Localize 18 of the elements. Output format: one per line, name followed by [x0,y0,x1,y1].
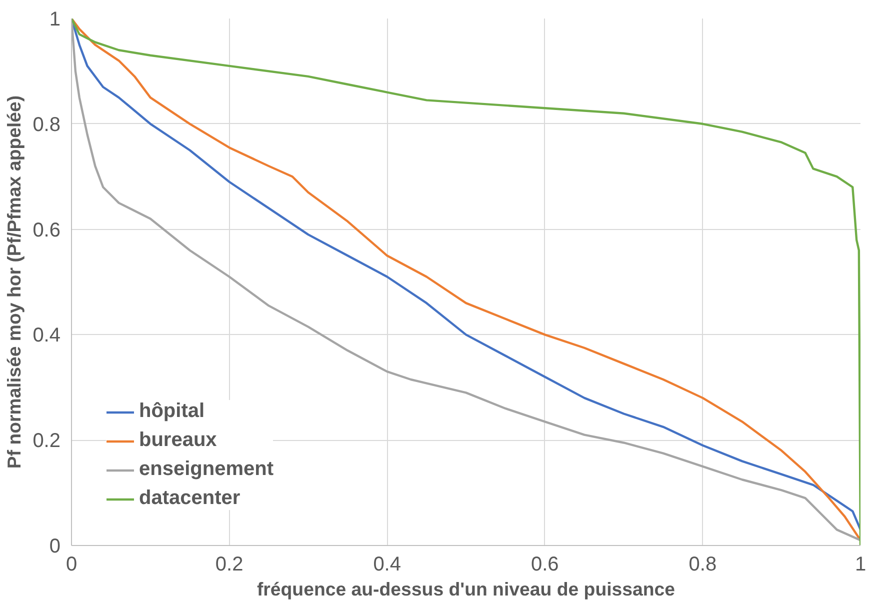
x-tick-label: 0 [66,554,78,576]
x-tick-label: 0.8 [688,554,717,576]
y-tick-label: 0.4 [32,324,61,347]
legend-label: enseignement [139,458,274,481]
legend-label: bureaux [139,429,217,452]
x-tick-label: 0.4 [373,554,402,576]
y-tick-label: 0 [49,536,60,558]
x-tick-label: 1 [854,554,866,576]
x-tick-label: 0.2 [215,554,244,576]
y-tick-label: 0.2 [32,430,61,452]
y-axis-title: Pf normalisée moy hor (Pf/Pfmax appelée) [4,95,25,469]
y-tick-label: 0.8 [32,114,61,136]
y-tick-label: 0.6 [32,219,61,242]
y-tick-label: 1 [49,8,60,30]
x-tick-label: 0.6 [531,554,559,576]
legend-label: hôpital [139,400,205,423]
x-axis-title: fréquence au-dessus d'un niveau de puissance [256,578,676,600]
legend-label: datacenter [139,487,240,510]
